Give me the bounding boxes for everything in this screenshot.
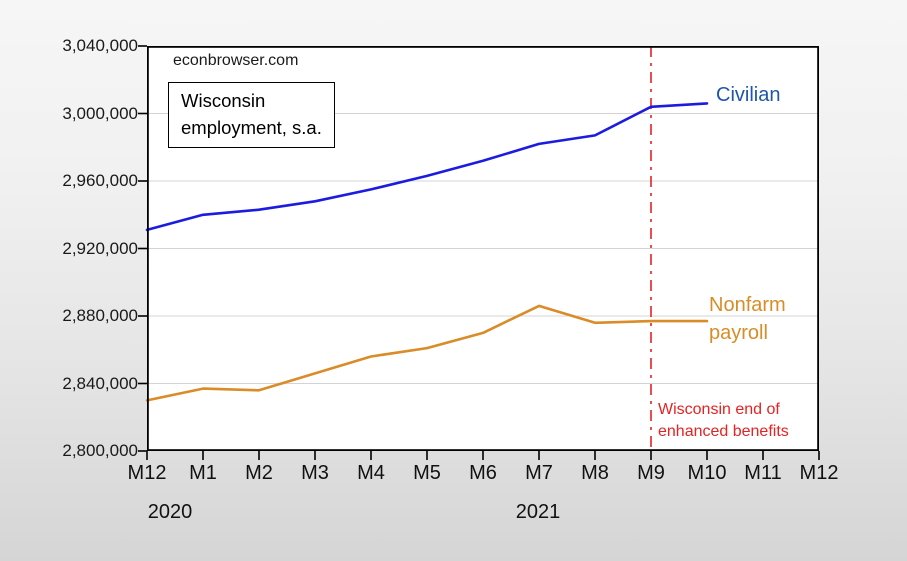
x-tick-label: M2 — [245, 462, 273, 484]
x-tick-label: M12 — [127, 462, 167, 484]
benefits-end-annotation-line2: enhanced benefits — [658, 423, 789, 440]
y-tick-label: 2,920,000 — [62, 238, 138, 258]
nonfarm-series-label-line1: Nonfarm — [709, 294, 786, 316]
x-tick-label: M6 — [469, 462, 497, 484]
x-tick-label: M4 — [357, 462, 385, 484]
chart-title-line1: Wisconsin — [181, 90, 266, 111]
benefits-end-annotation: Wisconsin end of enhanced benefits — [658, 399, 789, 443]
year-label-2020: 2020 — [147, 501, 193, 523]
y-tick-label: 2,880,000 — [62, 306, 138, 325]
chart-title-box: Wisconsin employment, s.a. — [168, 82, 335, 148]
y-tick-label: 3,040,000 — [62, 36, 138, 55]
x-tick-label: M9 — [637, 462, 665, 484]
x-tick-label: M5 — [413, 462, 441, 484]
x-tick-label: M11 — [744, 462, 782, 484]
benefits-end-annotation-line1: Wisconsin end of — [658, 401, 780, 418]
plot-frame — [146, 45, 820, 452]
civilian-line — [145, 102, 709, 232]
nonfarm-payroll-line — [145, 304, 709, 402]
civilian-series-label: Civilian — [716, 84, 781, 106]
x-tick-label: M12 — [799, 462, 839, 484]
x-tick-label: M1 — [189, 462, 217, 484]
x-tick-label: M3 — [301, 462, 329, 484]
x-tick-label: M7 — [525, 462, 553, 484]
y-tick-label: 2,960,000 — [62, 171, 138, 190]
year-label-2021: 2021 — [515, 501, 561, 523]
x-tick-label: M8 — [581, 462, 609, 484]
watermark-econbrowser: econbrowser.com — [173, 52, 299, 69]
x-tick-label: M10 — [687, 462, 727, 484]
y-tick-label: 2,840,000 — [62, 373, 138, 393]
nonfarm-series-label-line2: payroll — [709, 322, 768, 344]
y-tick-label: 3,000,000 — [62, 103, 138, 123]
y-tick-label: 2,800,000 — [62, 441, 138, 460]
nonfarm-series-label: Nonfarm payroll — [709, 291, 786, 347]
chart-title-line2: employment, s.a. — [181, 117, 322, 138]
